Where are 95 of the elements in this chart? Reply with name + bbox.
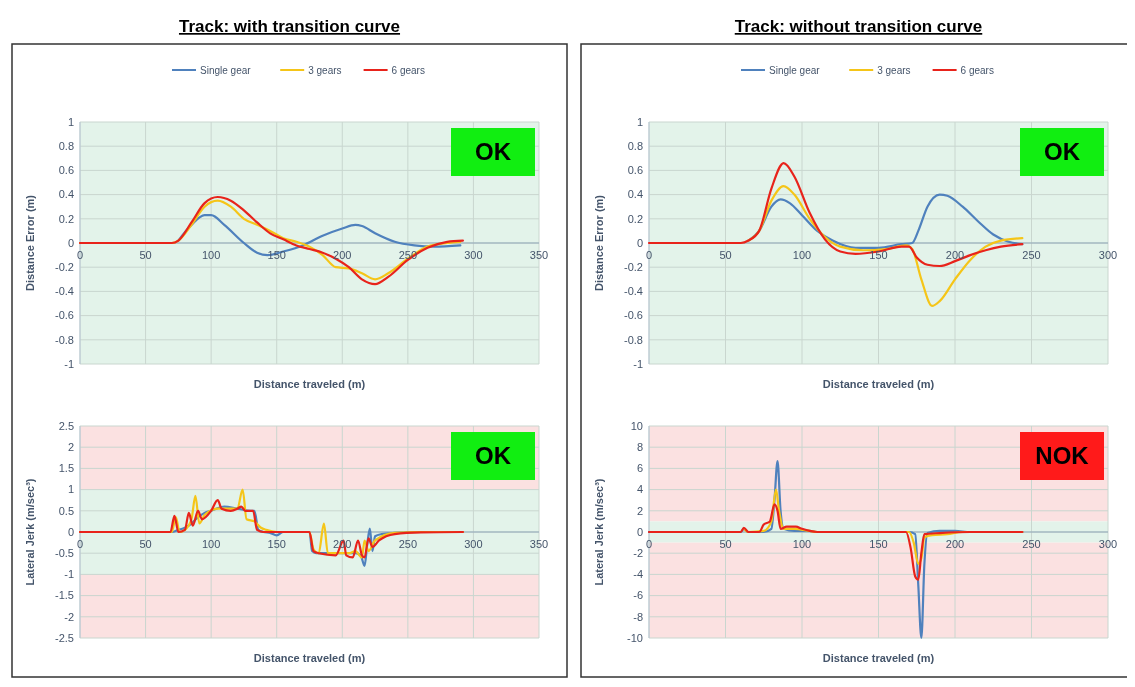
x-tick-label: 150 — [267, 538, 286, 550]
y-tick-label: 2.5 — [58, 419, 74, 432]
y-tick-label: 0.8 — [58, 140, 74, 153]
x-tick-label: 200 — [333, 249, 352, 261]
x-tick-label: 200 — [945, 538, 965, 550]
y-tick-label: 6 — [636, 462, 643, 475]
x-tick-label: 50 — [139, 538, 152, 550]
y-tick-label: -0.2 — [624, 261, 643, 274]
annotation: NOK — [1035, 442, 1090, 470]
x-tick-label: 350 — [529, 538, 549, 550]
x-tick-label: 0 — [76, 538, 84, 550]
legend-label: Single gear — [769, 64, 821, 76]
legend-label: 6 gears — [960, 64, 994, 76]
legend-label: Single gear — [200, 64, 252, 76]
x-tick-label: 0 — [76, 249, 84, 261]
x-tick-label: 300 — [464, 249, 483, 261]
x-axis-title: Distance traveled (m) — [253, 652, 366, 664]
y-tick-label: -0.4 — [624, 285, 643, 298]
y-tick-label: 0.4 — [58, 188, 74, 201]
x-tick-label: 250 — [1022, 249, 1041, 261]
x-tick-label: 300 — [1098, 538, 1118, 550]
x-tick-label: 150 — [869, 538, 888, 550]
y-tick-label: 1 — [67, 115, 74, 128]
y-tick-label: 0.2 — [58, 212, 74, 225]
y-axis-title: Distance Error (m) — [24, 194, 36, 291]
x-axis-title: Distance traveled (m) — [822, 378, 935, 390]
x-tick-label: 200 — [945, 249, 965, 261]
y-tick-label: -1 — [64, 357, 74, 370]
legend-label: 3 gears — [877, 64, 911, 76]
x-tick-label: 100 — [792, 249, 812, 261]
line-series — [78, 499, 465, 559]
y-tick-label: -10 — [627, 631, 643, 644]
y-tick-label: -0.6 — [55, 309, 74, 322]
legend-label: 6 gears — [391, 64, 425, 76]
y-tick-label: 0 — [67, 236, 74, 249]
x-tick-label: 50 — [719, 249, 732, 261]
x-tick-label: 50 — [139, 249, 152, 261]
y-tick-label: 0 — [636, 525, 643, 538]
y-tick-label: -0.5 — [55, 547, 74, 560]
y-tick-label: -1.5 — [55, 589, 74, 602]
line-series — [647, 503, 1024, 581]
y-tick-label: -0.8 — [624, 333, 643, 346]
y-tick-label: -1 — [64, 568, 74, 581]
y-tick-label: 2 — [67, 441, 74, 454]
y-tick-label: 4 — [636, 483, 643, 496]
y-tick-label: 2 — [636, 504, 643, 517]
y-tick-label: -4 — [633, 568, 643, 581]
x-tick-label: 300 — [1098, 249, 1118, 261]
annotation: OK — [475, 138, 512, 166]
y-tick-label: -1 — [633, 357, 643, 370]
x-tick-label: 100 — [201, 249, 221, 261]
y-tick-label: 1.5 — [58, 462, 74, 475]
y-tick-label: 1 — [67, 483, 74, 496]
y-tick-label: 0.4 — [627, 188, 643, 201]
y-tick-label: -2 — [64, 610, 74, 623]
x-tick-label: 250 — [398, 538, 418, 550]
y-axis-title: Lateral Jerk (m/sec³) — [593, 478, 605, 586]
y-tick-label: 0 — [67, 525, 74, 538]
x-tick-label: 100 — [792, 538, 812, 550]
y-tick-label: -0.2 — [55, 261, 74, 274]
y-tick-label: 0.5 — [58, 504, 74, 517]
y-tick-label: -2 — [633, 547, 643, 560]
x-tick-label: 100 — [201, 538, 221, 550]
legend-label: 3 gears — [308, 64, 342, 76]
y-tick-label: 0.8 — [627, 140, 643, 153]
y-tick-label: 0.6 — [58, 164, 74, 177]
y-tick-label: -0.6 — [624, 309, 643, 322]
line-series — [177, 214, 462, 257]
y-tick-label: 0.6 — [627, 164, 643, 177]
chart-title: Track: with transition curve — [178, 17, 401, 36]
annotation: OK — [1044, 138, 1081, 166]
y-tick-label: -6 — [633, 589, 643, 602]
x-tick-label: 250 — [1022, 538, 1041, 550]
y-tick-label: -2.5 — [55, 631, 74, 644]
y-tick-label: 8 — [636, 441, 643, 454]
x-tick-label: 350 — [529, 249, 549, 261]
y-tick-label: -8 — [633, 610, 643, 623]
y-axis-title: Lateral Jerk (m/sec³) — [24, 478, 36, 586]
x-tick-label: 300 — [464, 538, 483, 550]
y-tick-label: -0.8 — [55, 333, 74, 346]
y-tick-label: 1 — [636, 115, 643, 128]
annotation: OK — [475, 442, 512, 470]
x-tick-label: 150 — [869, 249, 888, 261]
x-tick-label: 50 — [719, 538, 732, 550]
x-axis-title: Distance traveled (m) — [253, 378, 366, 390]
x-tick-label: 0 — [645, 249, 653, 261]
chart-title: Track: without transition curve — [734, 17, 983, 36]
y-tick-label: 0.2 — [627, 212, 643, 225]
y-tick-label: 10 — [630, 419, 643, 432]
x-axis-title: Distance traveled (m) — [822, 652, 935, 664]
y-tick-label: -0.4 — [55, 285, 74, 298]
y-axis-title: Distance Error (m) — [593, 194, 605, 291]
y-tick-label: 0 — [636, 236, 643, 249]
x-tick-label: 0 — [645, 538, 653, 550]
line-series — [647, 162, 1024, 268]
